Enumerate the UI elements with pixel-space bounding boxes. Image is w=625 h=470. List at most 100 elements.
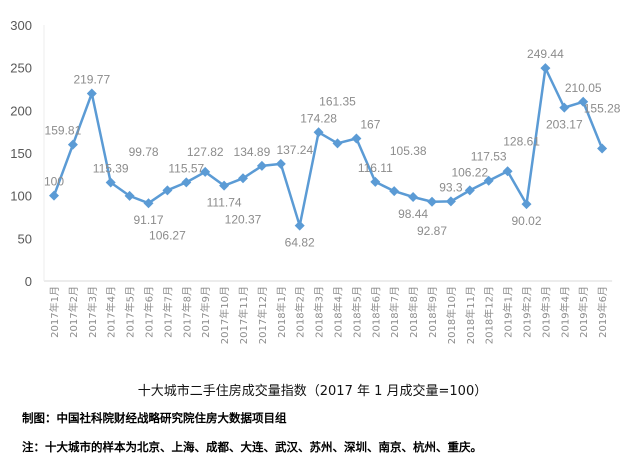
- data-point: [408, 191, 419, 202]
- x-tick-label: 2017年4月: [105, 286, 118, 338]
- x-tick-label: 2017年8月: [180, 286, 193, 338]
- data-point: [464, 185, 475, 196]
- y-tick-label: 50: [18, 231, 32, 246]
- data-point: [351, 133, 362, 144]
- x-tick-label: 2019年2月: [521, 286, 534, 338]
- data-label: 106.27: [149, 228, 186, 242]
- data-label: 159.81: [45, 124, 82, 138]
- data-label: 120.37: [225, 212, 262, 226]
- x-tick-label: 2019年3月: [539, 286, 552, 338]
- data-label: 249.44: [527, 47, 564, 61]
- data-label: 106.22: [451, 165, 488, 179]
- x-tick-label: 2017年2月: [67, 286, 80, 338]
- x-tick-label: 2018年3月: [313, 286, 326, 338]
- x-tick-label: 2017年5月: [124, 286, 137, 338]
- x-tick-label: 2018年10月: [445, 286, 458, 344]
- x-tick-label: 2018年2月: [294, 286, 307, 338]
- data-label: 137.24: [276, 143, 313, 157]
- data-point: [370, 176, 381, 187]
- data-label: 115.39: [93, 162, 129, 176]
- data-point: [256, 160, 267, 171]
- data-point: [597, 143, 608, 154]
- data-label: 100: [44, 175, 64, 189]
- data-label: 111.74: [207, 196, 242, 210]
- data-label: 90.02: [511, 214, 541, 228]
- x-tick-label: 2017年6月: [143, 286, 156, 338]
- data-label: 115.57: [168, 161, 204, 175]
- data-label: 210.05: [565, 81, 602, 95]
- data-point: [502, 166, 513, 177]
- data-label: 105.38: [390, 144, 427, 158]
- x-tick-label: 2018年1月: [275, 286, 288, 338]
- x-tick-label: 2018年9月: [426, 286, 439, 338]
- data-label: 155.28: [584, 101, 621, 115]
- data-point: [238, 173, 248, 184]
- data-point: [559, 102, 570, 113]
- data-label: 91.17: [133, 213, 163, 227]
- chart-title: 十大城市二手住房成交量指数（2017 年 1 月成交量=100）: [137, 384, 488, 399]
- data-point: [67, 139, 78, 150]
- data-point: [389, 186, 400, 197]
- data-point: [483, 175, 494, 186]
- data-point: [105, 177, 116, 188]
- x-tick-label: 2017年12月: [256, 286, 269, 344]
- data-label: 127.82: [187, 145, 224, 159]
- source-note: 制图：中国社科院财经战略研究院住房大数据项目组: [22, 411, 287, 425]
- data-label: 128.61: [503, 134, 540, 148]
- data-label: 117.53: [471, 150, 507, 164]
- data-point: [294, 220, 305, 231]
- data-point: [578, 96, 589, 107]
- x-tick-label: 2019年5月: [577, 286, 590, 338]
- x-tick-label: 2018年11月: [464, 286, 477, 344]
- data-point: [49, 190, 59, 201]
- data-label: 92.87: [417, 224, 447, 238]
- x-tick-label: 2018年8月: [407, 286, 420, 338]
- data-point: [143, 198, 154, 209]
- data-label: 116.11: [358, 161, 393, 175]
- data-point: [124, 190, 135, 201]
- y-tick-label: 0: [25, 274, 32, 289]
- data-point: [275, 158, 286, 169]
- data-point: [86, 88, 97, 99]
- data-label: 99.78: [129, 145, 159, 159]
- x-tick-label: 2018年5月: [350, 286, 363, 338]
- x-tick-label: 2018年6月: [369, 286, 382, 338]
- x-tick-label: 2018年7月: [388, 286, 401, 338]
- data-point: [313, 127, 324, 138]
- data-point: [521, 199, 532, 210]
- x-tick-label: 2017年7月: [161, 286, 174, 338]
- data-label: 134.89: [234, 145, 271, 159]
- data-point: [540, 63, 551, 74]
- y-tick-label: 300: [10, 18, 32, 33]
- y-tick-label: 100: [10, 189, 32, 204]
- data-point: [332, 138, 343, 149]
- data-label: 93.3: [439, 180, 463, 194]
- y-tick-label: 250: [10, 61, 32, 76]
- x-tick-label: 2017年11月: [237, 286, 250, 344]
- x-tick-label: 2017年1月: [48, 286, 61, 338]
- y-tick-label: 200: [10, 103, 32, 118]
- data-label: 161.35: [319, 94, 356, 108]
- data-point: [219, 180, 230, 191]
- x-tick-label: 2017年9月: [199, 286, 212, 338]
- data-label: 219.77: [73, 72, 110, 86]
- data-point: [200, 166, 211, 177]
- data-point: [445, 196, 456, 207]
- line-chart: 0 50 100 150 200 250 300 2017年1月 2017年2月 2017年3月 2…: [10, 18, 621, 344]
- data-point: [181, 177, 192, 188]
- x-tick-label: 2019年4月: [558, 286, 571, 338]
- sample-note: 注：十大城市的样本为北京、上海、成都、大连、武汉、苏州、深圳、南京、杭州、重庆。: [22, 440, 482, 454]
- data-label: 203.17: [546, 118, 583, 132]
- data-label: 167: [360, 117, 380, 131]
- data-point: [162, 185, 173, 196]
- data-point: [427, 196, 437, 207]
- x-tick-label: 2018年4月: [332, 286, 345, 338]
- x-tick-label: 2017年3月: [86, 286, 99, 338]
- y-tick-label: 150: [10, 146, 32, 161]
- data-label: 64.82: [285, 236, 315, 250]
- x-tick-label: 2019年1月: [502, 286, 515, 338]
- data-label: 174.28: [300, 111, 337, 125]
- x-tick-label: 2019年6月: [596, 286, 609, 338]
- x-tick-label: 2018年12月: [483, 286, 496, 344]
